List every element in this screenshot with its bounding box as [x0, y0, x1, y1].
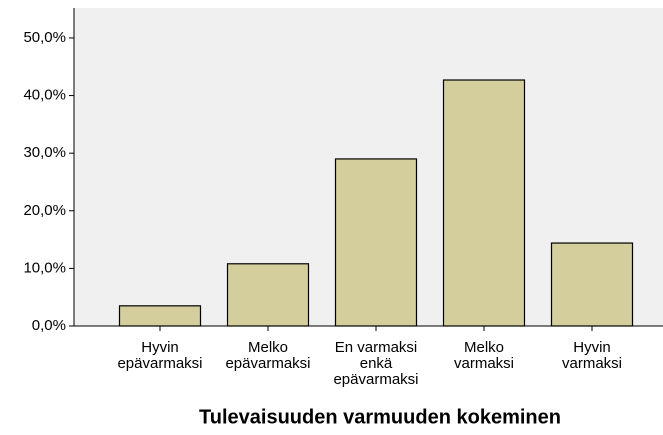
y-tick-label: 50,0%	[23, 29, 66, 46]
y-tick-label: 20,0%	[23, 202, 66, 219]
bar	[442, 79, 526, 327]
bar	[118, 305, 202, 327]
x-tick-label: Melko varmaksi	[453, 339, 514, 372]
y-tick-label: 40,0%	[23, 87, 66, 104]
y-tick-label: 0,0%	[32, 317, 66, 334]
x-axis-label: Tulevaisuuden varmuuden kokeminen	[199, 406, 561, 428]
x-tick-label: Hyvin varmaksi	[561, 339, 622, 372]
bar	[226, 263, 310, 327]
bar	[334, 158, 418, 327]
y-tick-label: 30,0%	[23, 144, 66, 161]
x-tick-label: Hyvin epävarmaksi	[117, 339, 203, 372]
bar	[550, 242, 634, 327]
y-tick-label: 10,0%	[23, 259, 66, 276]
x-tick-label: Melko epävarmaksi	[225, 339, 311, 372]
x-tick-label: En varmaksi enkä epävarmaksi	[333, 339, 419, 388]
